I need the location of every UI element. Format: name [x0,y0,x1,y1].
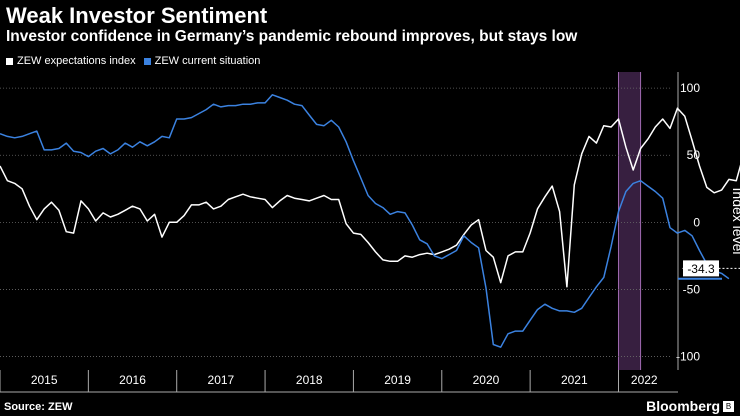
y-tick-label: 100 [680,81,700,95]
x-tick-label-2017: 2017 [208,373,235,387]
series-line-expectations [0,107,740,288]
y-tick-label: -100 [676,350,700,364]
legend-item-expectations: ZEW expectations index [6,55,136,67]
brand-logo-text: Bloomberg [646,398,720,414]
legend-label-expectations: ZEW expectations index [17,55,136,67]
end-annotation-label: -34.3 [687,262,715,276]
x-tick-label-2015: 2015 [31,373,58,387]
bloomberg-b-icon: B [723,401,734,412]
x-tick-label-2020: 2020 [473,373,500,387]
x-tick-label-2021: 2021 [561,373,588,387]
series-line-current-situation [0,94,730,348]
legend-swatch-current-situation [143,57,151,65]
x-tick-label-2016: 2016 [119,373,146,387]
y-tick-label: -50 [683,282,701,296]
chart-title: Weak Investor Sentiment [6,3,268,28]
legend-item-current-situation: ZEW current situation [143,55,261,67]
legend: ZEW expectations index ZEW current situa… [6,55,260,67]
source-note: Source: ZEW [4,401,73,413]
y-axis-title: Index level [730,188,740,255]
shaded-region [618,72,641,370]
x-tick-label-2018: 2018 [296,373,323,387]
x-tick-label-2022: 2022 [631,373,658,387]
end-annotation-box [683,260,719,277]
legend-label-current-situation: ZEW current situation [154,55,261,67]
legend-swatch-expectations [6,57,13,65]
x-tick-label-2019: 2019 [384,373,411,387]
chart-subtitle: Investor confidence in Germany’s pandemi… [6,28,578,45]
y-tick-label: 0 [693,215,700,229]
